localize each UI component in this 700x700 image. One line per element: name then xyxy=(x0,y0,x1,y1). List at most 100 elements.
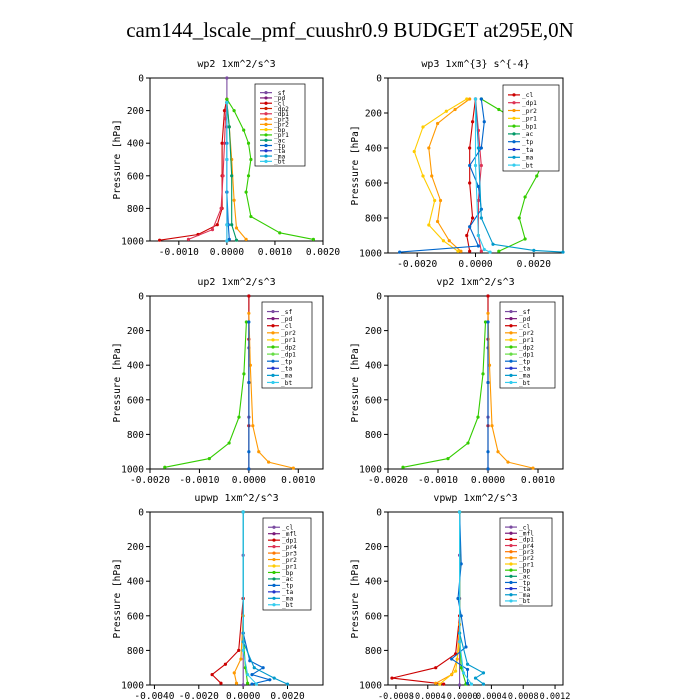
x-tick-label: -0.0020 xyxy=(397,259,437,270)
x-tick-label: -0.0010 xyxy=(418,475,458,486)
x-tick-label: 0.0020 xyxy=(270,691,305,700)
data-point xyxy=(247,450,251,454)
y-tick-label: 200 xyxy=(365,542,382,553)
y-tick-label: 400 xyxy=(365,361,382,372)
x-tick-label: -0.0020 xyxy=(368,475,408,486)
data-point xyxy=(517,216,521,220)
data-point xyxy=(398,250,402,254)
data-point xyxy=(438,682,442,686)
data-point xyxy=(427,146,431,150)
legend-marker xyxy=(264,122,268,126)
legend-entry: _tp xyxy=(519,580,530,587)
data-point xyxy=(427,223,431,227)
legend-entry: _dp1 xyxy=(522,100,537,107)
data-point xyxy=(247,320,251,324)
data-point xyxy=(459,249,463,253)
legend-entry: _ac xyxy=(274,138,285,145)
legend-marker xyxy=(264,149,268,153)
data-point xyxy=(491,242,495,246)
x-tick-label: -0.0040 xyxy=(134,691,174,700)
legend-marker xyxy=(509,317,513,321)
data-point xyxy=(435,121,440,126)
panel-title: vpwp 1xm^2/s^3 xyxy=(433,493,517,504)
data-point xyxy=(459,614,463,618)
data-point xyxy=(465,97,469,101)
legend-marker xyxy=(272,577,276,581)
legend-marker xyxy=(271,317,275,321)
y-tick-label: 600 xyxy=(365,611,382,622)
data-point xyxy=(225,76,229,80)
legend-entry: _dp2 xyxy=(519,344,534,351)
data-point xyxy=(234,681,239,685)
legend-marker xyxy=(509,380,513,385)
data-point xyxy=(488,250,492,254)
legend-marker xyxy=(509,373,513,377)
data-point xyxy=(433,198,437,203)
x-tick-label: 0.0004 xyxy=(476,692,507,700)
data-point xyxy=(234,238,239,242)
plot-frame xyxy=(149,511,324,686)
data-point xyxy=(479,249,483,253)
panel-title: up2 1xm^2/s^3 xyxy=(197,277,275,288)
y-tick-label: 800 xyxy=(365,214,382,225)
data-point xyxy=(486,450,490,454)
data-point xyxy=(242,372,246,376)
data-point xyxy=(247,294,251,298)
data-point xyxy=(476,184,481,189)
legend-entry: _tp xyxy=(519,358,530,365)
panel-title: wp2 1xm^2/s^3 xyxy=(197,59,275,70)
legend-marker xyxy=(272,583,276,587)
data-point xyxy=(473,163,478,168)
legend-marker xyxy=(512,155,516,159)
data-point xyxy=(469,682,474,686)
legend-entry: _pr1 xyxy=(522,116,537,123)
data-point xyxy=(523,237,527,241)
data-point xyxy=(272,676,276,680)
data-point xyxy=(468,163,472,168)
data-point xyxy=(219,681,223,685)
data-point xyxy=(486,467,490,471)
data-point xyxy=(476,233,481,238)
y-tick-label: 0 xyxy=(138,292,144,303)
y-tick-label: 0 xyxy=(376,292,382,303)
data-point xyxy=(268,678,272,682)
y-tick-label: 200 xyxy=(365,109,382,120)
legend-marker xyxy=(264,138,268,142)
data-point xyxy=(523,195,527,199)
data-point xyxy=(434,681,438,685)
legend-marker xyxy=(271,309,275,314)
data-point xyxy=(468,249,472,253)
legend-marker xyxy=(509,324,513,328)
y-tick-label: 1000 xyxy=(121,465,144,476)
legend-entry: _ma xyxy=(281,373,292,380)
data-point xyxy=(444,109,448,113)
y-axis-label: Pressure [hPa] xyxy=(112,342,123,422)
legend-marker xyxy=(272,545,276,549)
data-point xyxy=(461,671,466,675)
data-point xyxy=(163,465,167,469)
data-point xyxy=(225,97,229,101)
y-tick-label: 600 xyxy=(365,395,382,406)
data-point xyxy=(230,174,234,178)
data-point xyxy=(250,682,254,686)
legend-marker xyxy=(271,352,275,356)
legend-entry: _pr3 xyxy=(519,549,534,556)
data-point xyxy=(220,141,224,145)
legend-marker xyxy=(509,593,513,597)
data-point xyxy=(456,249,460,253)
legend-marker xyxy=(512,101,516,105)
legend-entry: _tp xyxy=(274,143,285,150)
data-point xyxy=(261,666,265,670)
legend-entry: _cl xyxy=(519,524,530,531)
y-tick-label: 1000 xyxy=(359,249,382,260)
data-point xyxy=(447,239,451,243)
data-point xyxy=(468,181,472,185)
data-point xyxy=(401,465,405,469)
series-line-bt xyxy=(242,512,257,685)
data-point xyxy=(457,640,462,644)
data-point xyxy=(247,311,251,315)
y-tick-label: 0 xyxy=(376,508,382,519)
data-point xyxy=(479,163,483,168)
data-point xyxy=(457,510,462,514)
series-line-dp2 xyxy=(164,321,247,468)
